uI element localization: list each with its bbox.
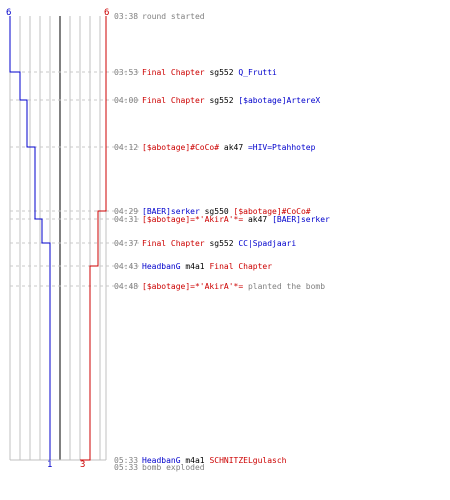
- event-timestamp: 04:12: [114, 143, 139, 152]
- event-text: [$abotage]#CoCo# ak47 =HIV=Ptahhotep: [142, 143, 315, 152]
- event-timestamp: 05:33: [114, 463, 139, 472]
- player-name: [$abotage]=*'AkirA'*=: [142, 282, 244, 291]
- event-text: HeadbanG m4a1 SCHNITZELgulasch: [142, 456, 287, 465]
- event-message: round started: [142, 12, 205, 21]
- left-team-end-count: 1: [47, 460, 52, 470]
- player-name: Final Chapter: [142, 96, 205, 105]
- team-alive-paths: [9, 16, 107, 461]
- event-text: Final Chapter sg552 CC|Spadjaari: [142, 239, 296, 248]
- player-name: HeadbanG: [142, 456, 181, 465]
- event-timestamp: 03:53: [114, 68, 139, 77]
- weapon-name: ak47: [243, 215, 273, 224]
- left-team-start-count: 6: [6, 8, 11, 18]
- right-team-alive-path: [80, 16, 107, 461]
- player-name: HeadbanG: [142, 262, 181, 271]
- player-name: Final Chapter: [142, 68, 205, 77]
- timeline-grid: [9, 16, 107, 461]
- event-timestamp: 04:31: [114, 215, 139, 224]
- event-timestamp: 05:33: [114, 456, 139, 465]
- event-timestamp: 04:43: [114, 262, 139, 271]
- weapon-name: sg552: [204, 96, 239, 105]
- right-team-start-count: 6: [104, 8, 109, 18]
- player-name: SCHNITZELgulasch: [209, 456, 287, 465]
- event-text: round started: [142, 12, 205, 21]
- player-name: [$abotage]#CoCo#: [233, 207, 311, 216]
- event-text: Final Chapter sg552 Q_Frutti: [142, 68, 277, 77]
- player-name: [$abotage]#CoCo#: [142, 143, 220, 152]
- player-name: [$abotage]ArtereX: [238, 96, 321, 105]
- event-message: planted the bomb: [243, 282, 326, 291]
- player-name: Final Chapter: [209, 262, 273, 271]
- player-name: =HIV=Ptahhotep: [247, 143, 316, 152]
- event-timestamp: 04:00: [114, 96, 139, 105]
- player-name: [BAER]serker: [272, 215, 330, 224]
- event-timestamp: 04:48: [114, 282, 139, 291]
- event-timestamp: 04:37: [114, 239, 139, 248]
- team-count-labels: 6 6 1 3: [6, 8, 109, 470]
- weapon-name: sg552: [204, 239, 239, 248]
- weapon-name: sg552: [204, 68, 239, 77]
- event-message: bomb exploded: [142, 463, 205, 472]
- event-timestamp: 04:29: [114, 207, 139, 216]
- right-team-end-count: 3: [80, 460, 85, 470]
- event-text: [BAER]serker sg550 [$abotage]#CoCo#: [142, 207, 311, 216]
- event-timestamp: 03:38: [114, 12, 139, 21]
- event-text: HeadbanG m4a1 Final Chapter: [142, 262, 272, 271]
- player-name: Q_Frutti: [238, 68, 277, 77]
- weapon-name: m4a1: [180, 456, 210, 465]
- event-text: [$abotage]=*'AkirA'*= planted the bomb: [142, 282, 325, 291]
- player-name: CC|Spadjaari: [238, 239, 297, 248]
- player-name: [BAER]serker: [142, 207, 200, 216]
- left-team-alive-path: [9, 16, 51, 460]
- event-text: Final Chapter sg552 [$abotage]ArtereX: [142, 96, 320, 105]
- weapon-name: ak47: [219, 143, 248, 152]
- weapon-name: m4a1: [180, 262, 210, 271]
- player-name: Final Chapter: [142, 239, 205, 248]
- player-name: [$abotage]=*'AkirA'*=: [142, 215, 244, 224]
- weapon-name: sg550: [199, 207, 234, 216]
- event-guide-lines: [10, 71, 140, 287]
- event-text: [$abotage]=*'AkirA'*= ak47 [BAER]serker: [142, 215, 330, 224]
- event-text: bomb exploded: [142, 463, 205, 472]
